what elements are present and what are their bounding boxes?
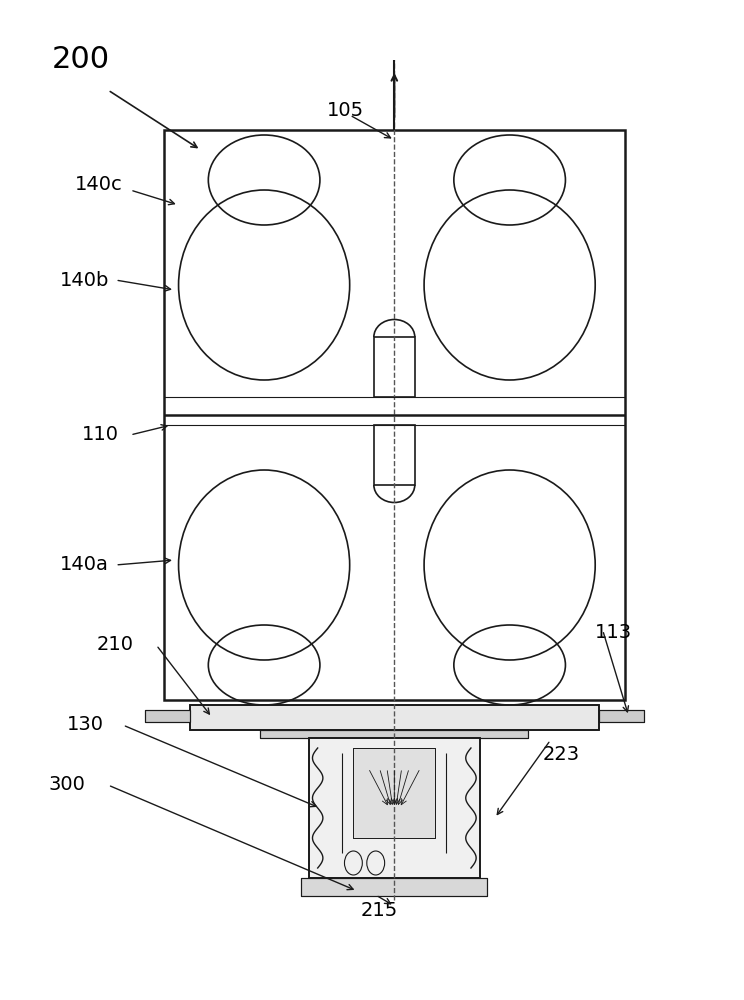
Text: 210: 210 [97,636,134,654]
Bar [164,130,625,700]
Text: 140b: 140b [60,270,109,290]
Text: 130: 130 [67,716,104,734]
Bar [374,337,415,397]
Bar [599,710,644,722]
Bar [376,783,413,818]
Bar [260,730,528,738]
Bar [301,878,487,896]
Text: 300: 300 [48,776,86,794]
Bar [376,758,413,798]
Bar [374,425,415,485]
Bar [353,748,435,838]
Bar [309,738,480,878]
Bar [145,710,190,722]
Bar [260,730,528,738]
Bar [365,768,424,818]
Bar [190,705,599,730]
Text: 105: 105 [327,101,365,119]
Bar [376,758,413,798]
Bar [301,878,487,896]
Text: 223: 223 [543,746,580,764]
Bar [145,710,190,722]
Text: 215: 215 [361,900,398,920]
Bar [599,710,644,722]
Text: 140c: 140c [74,176,122,194]
Bar [190,705,599,730]
Text: 140a: 140a [60,556,109,574]
Bar [309,738,480,878]
Text: 113: 113 [595,622,632,642]
Bar [353,748,435,838]
Text: 110: 110 [82,426,119,444]
Bar [365,768,424,818]
Text: 200: 200 [52,45,110,75]
Bar [376,783,413,818]
